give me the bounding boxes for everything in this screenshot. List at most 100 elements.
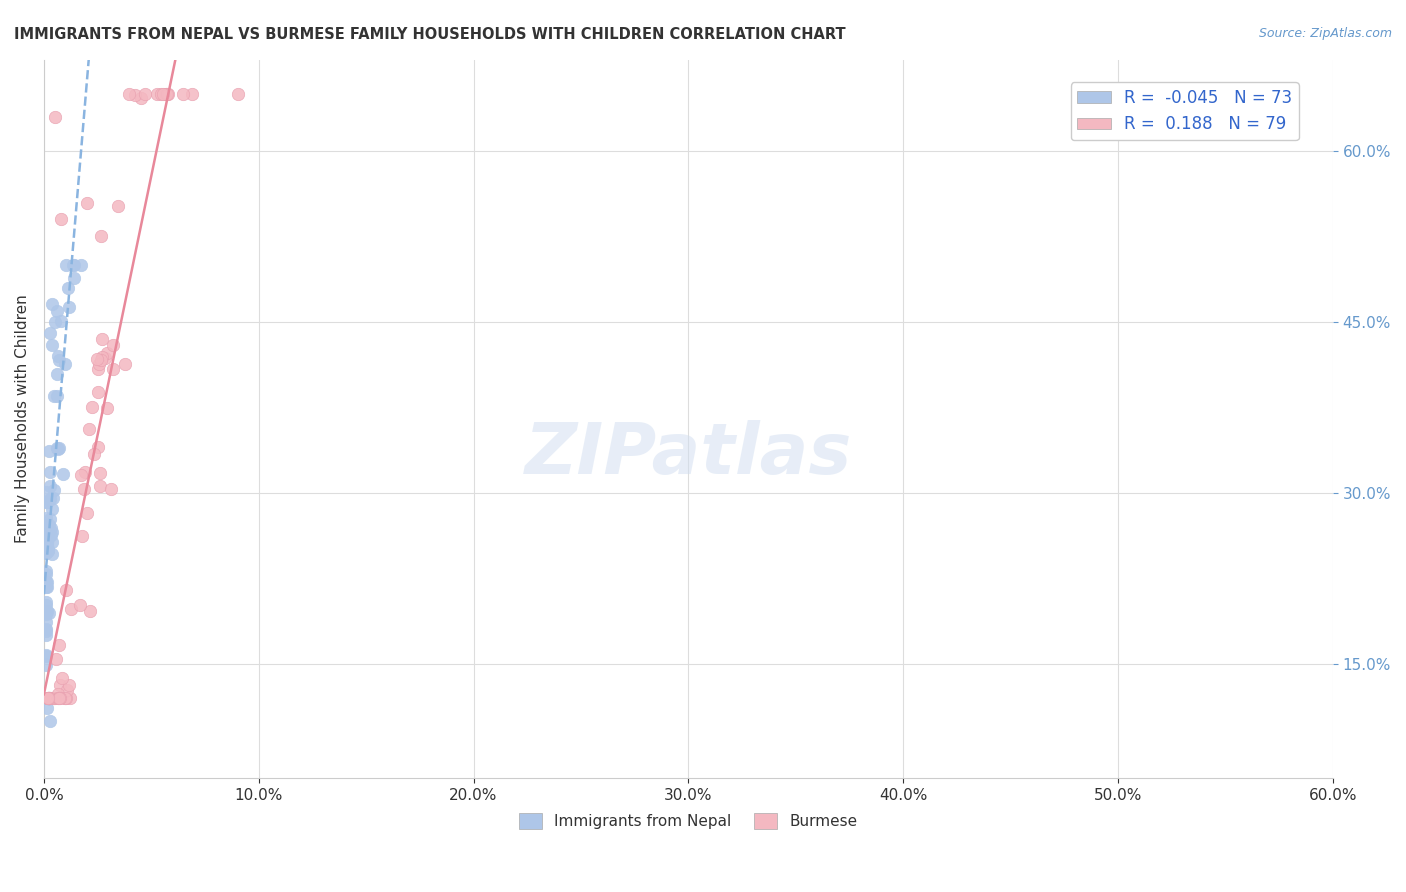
Point: [41, 547, 63, 561]
Point: [48, 638, 70, 652]
Point: [53, 357, 76, 371]
Point: [83, 447, 105, 461]
Point: [35, 495, 58, 509]
Point: [37, 542, 59, 557]
Point: [44, 691, 66, 706]
Point: [35, 545, 58, 559]
Point: [52, 467, 75, 481]
Point: [41, 338, 63, 352]
Point: [38, 517, 60, 532]
Point: [39, 491, 62, 506]
Point: [35, 607, 58, 621]
Point: [76, 196, 98, 211]
Point: [172, 87, 194, 101]
Point: [124, 88, 146, 103]
Point: [49, 212, 72, 227]
Point: [41, 297, 63, 311]
Point: [45, 652, 67, 666]
Point: [39, 528, 62, 542]
Point: [35, 546, 58, 560]
Point: [35, 599, 58, 613]
Point: [38, 691, 60, 706]
Point: [70, 258, 93, 272]
Point: [87, 358, 110, 372]
Text: Source: ZipAtlas.com: Source: ZipAtlas.com: [1258, 27, 1392, 40]
Point: [35, 701, 58, 715]
Y-axis label: Family Households with Children: Family Households with Children: [15, 294, 30, 543]
Point: [35, 543, 58, 558]
Point: [77, 422, 100, 436]
Point: [35, 511, 58, 525]
Point: [42, 691, 65, 706]
Point: [41, 535, 63, 549]
Point: [114, 357, 136, 371]
Point: [35, 577, 58, 591]
Point: [79, 604, 101, 618]
Point: [46, 691, 69, 706]
Point: [35, 574, 58, 589]
Point: [37, 691, 59, 706]
Point: [35, 615, 58, 630]
Point: [53, 691, 76, 706]
Point: [150, 87, 173, 101]
Point: [155, 87, 177, 101]
Point: [129, 91, 152, 105]
Point: [35, 484, 58, 499]
Point: [39, 512, 62, 526]
Point: [53, 691, 76, 706]
Point: [37, 691, 59, 706]
Point: [37, 531, 59, 545]
Point: [73, 482, 96, 496]
Point: [48, 353, 70, 368]
Point: [80, 400, 103, 414]
Point: [35, 536, 58, 550]
Point: [55, 691, 77, 706]
Point: [48, 691, 70, 706]
Point: [46, 442, 69, 457]
Point: [90, 229, 112, 244]
Point: [58, 678, 80, 692]
Point: [55, 582, 77, 597]
Point: [152, 87, 174, 101]
Point: [181, 87, 204, 101]
Point: [38, 444, 60, 458]
Point: [90, 350, 112, 364]
Point: [35, 580, 58, 594]
Point: [35, 628, 58, 642]
Point: [45, 441, 67, 455]
Point: [41, 691, 63, 706]
Point: [38, 606, 60, 620]
Point: [96, 401, 118, 415]
Point: [45, 389, 67, 403]
Point: [118, 87, 141, 101]
Point: [62, 258, 84, 272]
Point: [156, 87, 179, 101]
Point: [38, 691, 60, 706]
Point: [39, 691, 62, 706]
Point: [107, 199, 129, 213]
Point: [44, 691, 66, 706]
Point: [35, 495, 58, 509]
Point: [42, 691, 65, 706]
Point: [226, 87, 249, 101]
Point: [35, 575, 58, 590]
Point: [39, 714, 62, 729]
Point: [45, 303, 67, 318]
Point: [155, 87, 177, 101]
Point: [134, 87, 156, 101]
Point: [59, 602, 82, 616]
Point: [39, 521, 62, 535]
Point: [70, 468, 93, 483]
Point: [90, 353, 112, 368]
Point: [44, 110, 66, 124]
Point: [37, 691, 59, 706]
Point: [89, 479, 111, 493]
Point: [35, 595, 58, 609]
Point: [49, 678, 72, 692]
Point: [46, 368, 69, 382]
Point: [89, 467, 111, 481]
Point: [38, 691, 60, 706]
Point: [55, 258, 77, 272]
Point: [38, 691, 60, 706]
Point: [42, 389, 65, 403]
